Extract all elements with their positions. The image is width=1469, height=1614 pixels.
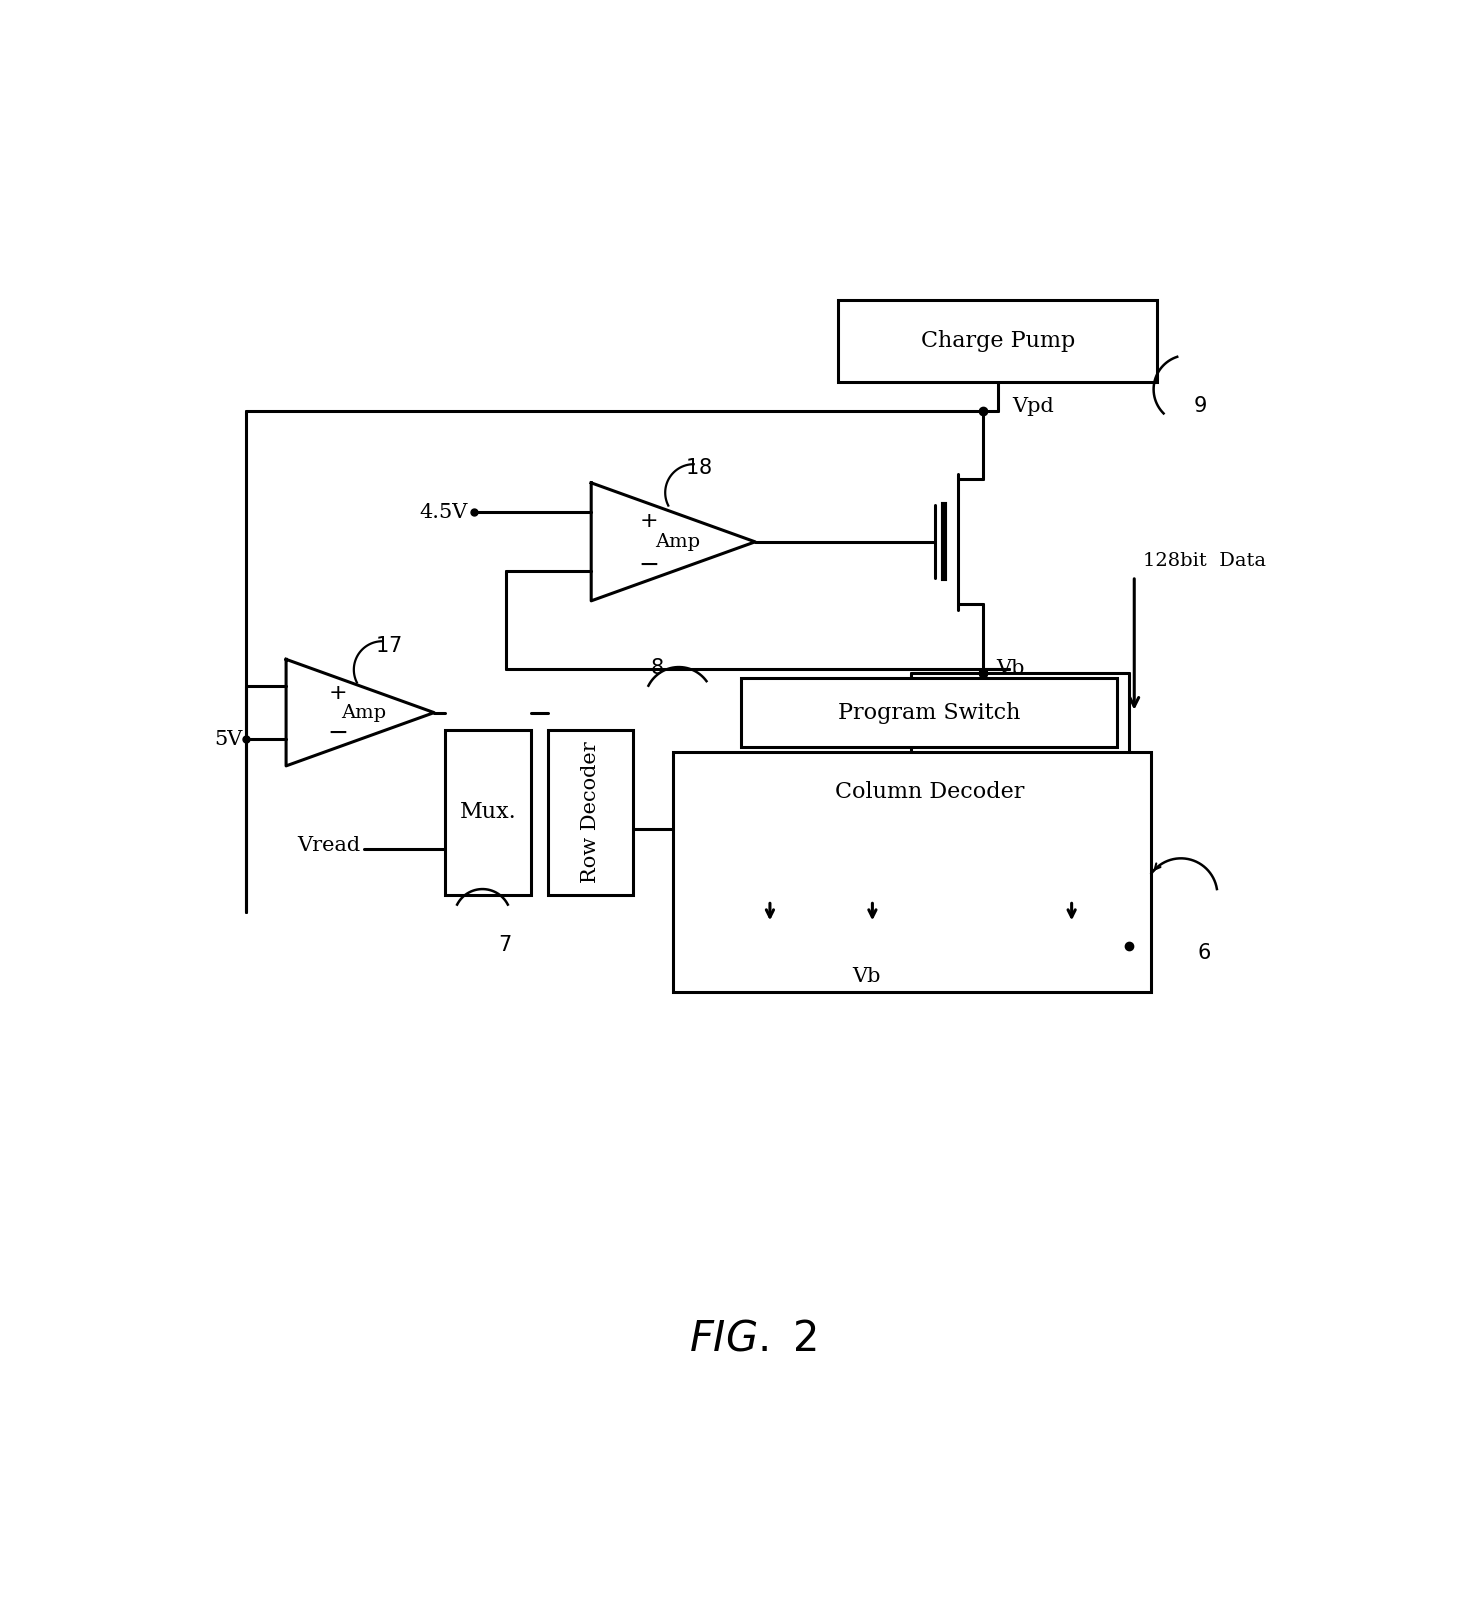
Text: $\mathit{8}$: $\mathit{8}$ [651, 659, 664, 678]
Text: $\mathit{FIG.\ 2}$: $\mathit{FIG.\ 2}$ [689, 1317, 817, 1359]
Text: Vb: Vb [852, 967, 881, 986]
Text: $\mathit{17}$: $\mathit{17}$ [375, 636, 401, 657]
Bar [742, 759, 1116, 826]
Text: Vpd: Vpd [1012, 397, 1055, 416]
Bar [742, 678, 1116, 747]
Bar [673, 752, 1152, 991]
Text: +: + [329, 683, 347, 704]
Bar [839, 300, 1158, 383]
Text: Amp: Amp [655, 533, 699, 550]
Text: Column Decoder: Column Decoder [834, 781, 1024, 804]
Text: Program Switch: Program Switch [839, 702, 1021, 723]
Text: $\mathit{9}$: $\mathit{9}$ [1193, 395, 1208, 416]
Text: $\mathit{18}$: $\mathit{18}$ [686, 458, 712, 478]
Text: $\mathit{7}$: $\mathit{7}$ [498, 935, 513, 954]
Text: −: − [638, 552, 660, 576]
Bar [445, 730, 530, 894]
Text: Mux.: Mux. [460, 801, 517, 823]
Text: Row Decoder: Row Decoder [582, 741, 601, 883]
Text: Amp: Amp [341, 704, 386, 721]
Text: Vread: Vread [297, 836, 360, 855]
Text: $\mathit{6}$: $\mathit{6}$ [1197, 943, 1210, 964]
Text: +: + [639, 510, 658, 531]
Text: 4.5V: 4.5V [420, 504, 469, 521]
Text: Vb: Vb [996, 659, 1025, 678]
Text: 128bit  Data: 128bit Data [1143, 552, 1266, 570]
Text: 5V: 5V [214, 730, 242, 749]
Text: Charge Pump: Charge Pump [921, 331, 1075, 352]
Bar [548, 730, 633, 894]
Text: −: − [328, 721, 348, 746]
